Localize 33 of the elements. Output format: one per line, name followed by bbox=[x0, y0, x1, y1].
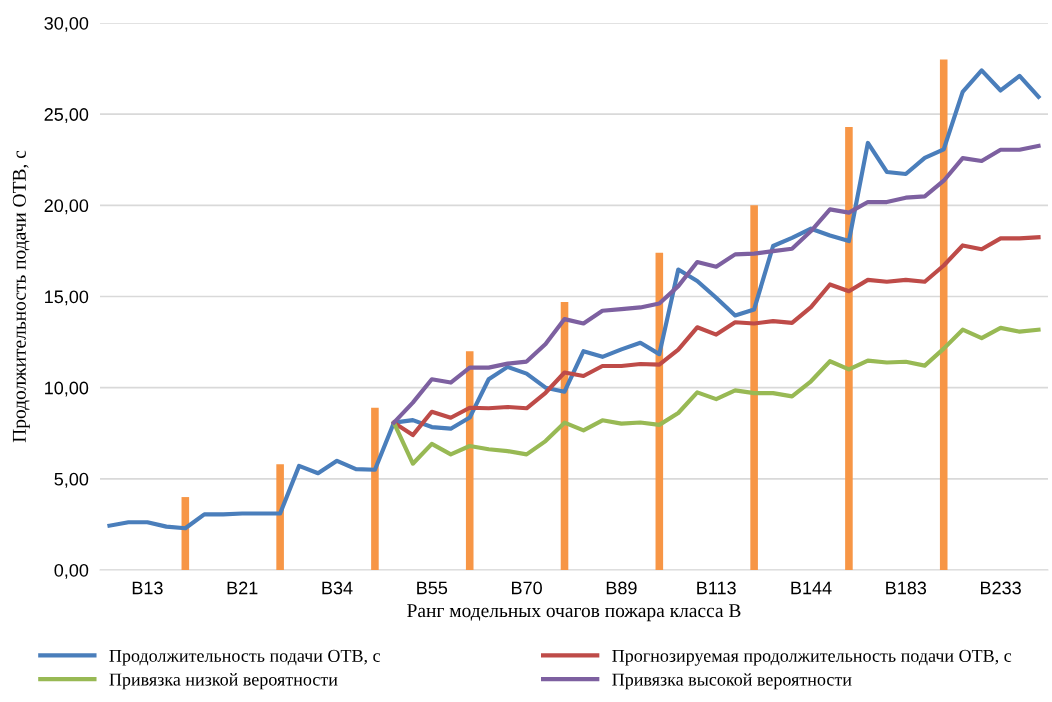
x-tick-label: В144 bbox=[791, 581, 832, 595]
line-series bbox=[391, 325, 1041, 466]
y-tick-label: 5,00 bbox=[54, 472, 89, 488]
bar bbox=[750, 205, 758, 570]
y-tick-label: 20,00 bbox=[44, 199, 89, 215]
x-tick-label: В70 bbox=[512, 581, 542, 595]
y-axis-title: Продолжительность подачи ОТВ, с bbox=[12, 150, 30, 443]
x-tick-label: В113 bbox=[697, 581, 736, 595]
bar bbox=[276, 464, 284, 570]
line-series bbox=[107, 68, 1041, 531]
bar bbox=[465, 351, 474, 570]
x-tick-label: В89 bbox=[606, 581, 637, 595]
legend-label: Прогнозируемая продолжительность подачи ОТВ, с bbox=[612, 649, 1012, 666]
x-tick-label: В13 bbox=[132, 581, 163, 595]
x-tick-label: В233 bbox=[981, 581, 1021, 595]
y-tick-label: 15,00 bbox=[45, 290, 89, 306]
x-tick-label: В183 bbox=[886, 581, 927, 595]
y-tick-label: 30,00 bbox=[44, 16, 89, 32]
x-tick-label: В34 bbox=[322, 581, 353, 595]
x-tick-label: В55 bbox=[417, 581, 448, 595]
legend-label: Привязка высокой вероятности bbox=[612, 673, 852, 690]
y-tick-label: 0,00 bbox=[54, 563, 89, 579]
legend-label: Привязка низкой вероятности bbox=[109, 673, 338, 690]
x-axis-title: Ранг модельных очагов пожара класса В bbox=[407, 604, 741, 622]
line-series bbox=[391, 235, 1041, 438]
y-tick-label: 25,00 bbox=[44, 108, 89, 124]
bar bbox=[939, 59, 948, 570]
line-series bbox=[391, 143, 1041, 425]
legend-label: Продолжительность подачи ОТВ, с bbox=[109, 649, 381, 666]
y-tick-label: 10,00 bbox=[45, 381, 89, 397]
x-tick-label: В21 bbox=[227, 581, 258, 595]
bar bbox=[845, 126, 853, 570]
bar bbox=[371, 407, 379, 570]
